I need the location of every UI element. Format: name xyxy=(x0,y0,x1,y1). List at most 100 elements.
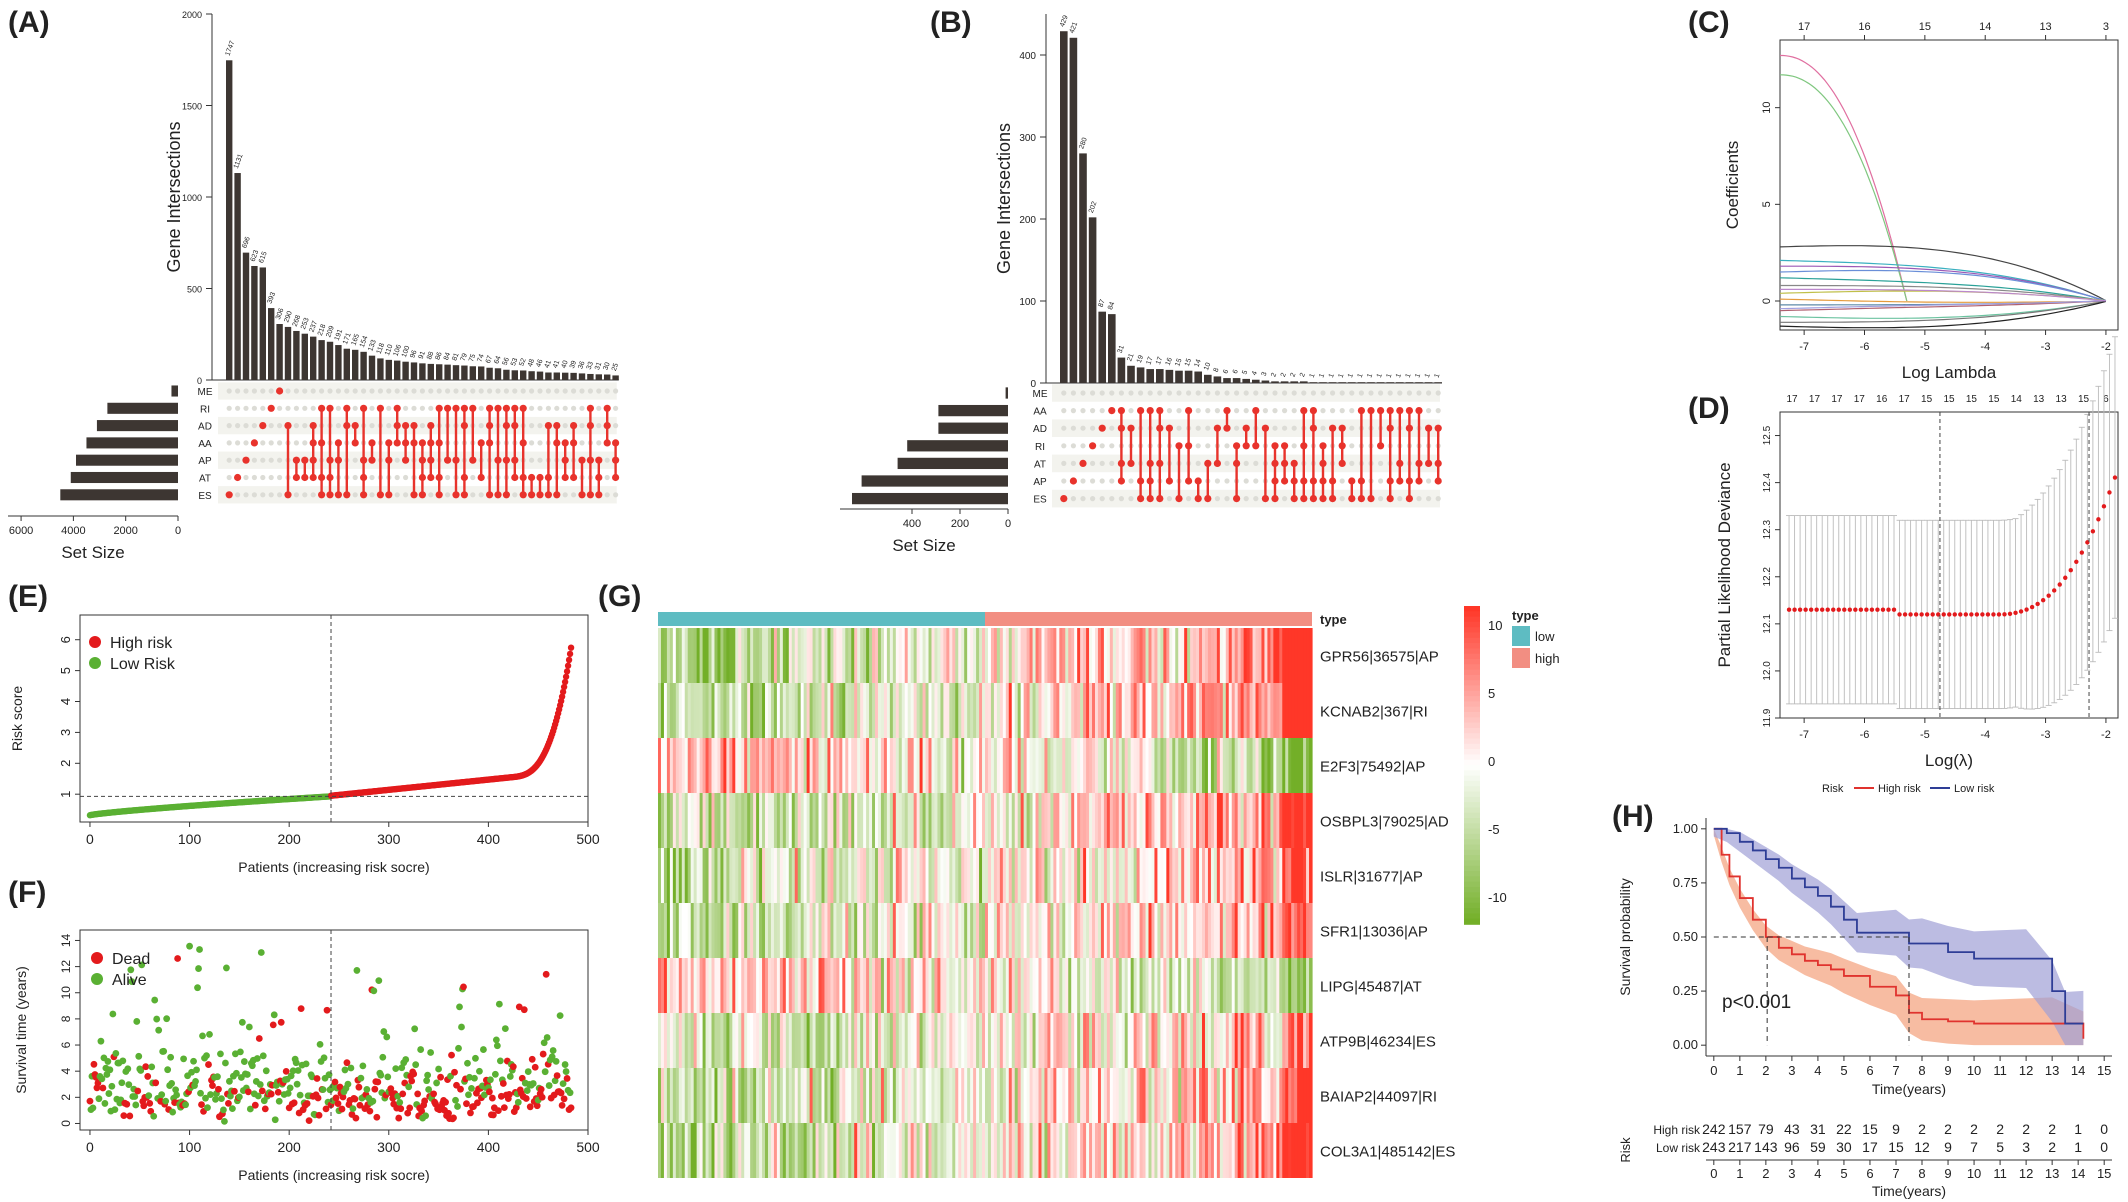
heatmap-cell xyxy=(910,1123,915,1178)
heatmap-cell xyxy=(913,1123,918,1178)
heatmap-cell xyxy=(1202,683,1206,738)
heatmap-cell xyxy=(1225,628,1230,683)
heatmap-cell xyxy=(1237,903,1242,958)
heatmap-cell xyxy=(999,683,1004,738)
heatmap-cell xyxy=(1228,793,1233,848)
heatmap-cell xyxy=(1103,793,1108,848)
heatmap-cell xyxy=(1062,738,1066,793)
heatmap-cell xyxy=(904,1068,909,1123)
heatmap-cell xyxy=(842,793,846,848)
heatmap-cell xyxy=(886,903,891,958)
heatmap-cell xyxy=(1139,1123,1144,1178)
deviance-point xyxy=(2052,588,2057,593)
heatmap-cell xyxy=(1231,628,1236,683)
heatmap-cell xyxy=(738,1123,742,1178)
heatmap-cell xyxy=(1086,1068,1090,1123)
heatmap-cell xyxy=(791,1123,796,1178)
heatmap-cell xyxy=(931,1013,936,1068)
heatmap-cell xyxy=(1163,628,1167,683)
heatmap-cell xyxy=(869,903,873,958)
heatmap-cell xyxy=(970,793,974,848)
matrix-dot xyxy=(1090,478,1096,484)
heatmap-cell xyxy=(675,958,680,1013)
heatmap-cell xyxy=(1115,683,1120,738)
alive-point xyxy=(566,1089,574,1097)
matrix-dot xyxy=(369,388,375,394)
heatmap-cell xyxy=(1255,1068,1260,1123)
heatmap-cell xyxy=(863,1068,867,1123)
heatmap-cell xyxy=(818,628,823,683)
heatmap-cell xyxy=(1210,1123,1215,1178)
matrix-dot xyxy=(537,423,543,429)
heatmap-cell xyxy=(1199,1123,1203,1178)
matrix-dot xyxy=(235,423,241,429)
heatmap-cell xyxy=(1193,683,1197,738)
heatmap-cell xyxy=(940,958,944,1013)
heatmap-cell xyxy=(916,903,921,958)
deviance-point xyxy=(1792,607,1797,612)
heatmap-cell xyxy=(779,1013,784,1068)
heatmap-cell xyxy=(996,1068,1001,1123)
matrix-dot xyxy=(268,388,274,394)
heatmap-cell xyxy=(765,738,769,793)
alive-point xyxy=(172,1086,180,1094)
heatmap-cell xyxy=(875,793,879,848)
heatmap-cell xyxy=(842,683,846,738)
heatmap-cell xyxy=(901,903,906,958)
heatmap-cell xyxy=(877,1013,882,1068)
risk-table-cell: 2 xyxy=(1996,1121,2004,1137)
heatmap-cell xyxy=(1053,848,1057,903)
heatmap-cell xyxy=(693,683,698,738)
intersection-bar xyxy=(427,363,434,380)
heatmap-cell xyxy=(1035,683,1040,738)
heatmap-cell xyxy=(830,1068,834,1123)
heatmap-cell xyxy=(1106,958,1111,1013)
heatmap-cell xyxy=(1017,903,1022,958)
heatmap-cell xyxy=(1109,903,1114,958)
coefficient-path xyxy=(1780,265,2107,302)
x-tick-label: 11 xyxy=(1993,1063,2007,1078)
heatmap-cell xyxy=(797,1123,802,1178)
bar-value-label: 1 xyxy=(1357,373,1365,379)
heatmap-cell xyxy=(1249,683,1254,738)
heatmap-cell xyxy=(967,628,971,683)
heatmap-cell xyxy=(1294,1123,1298,1178)
heatmap-cell xyxy=(872,1068,876,1123)
heatmap-cell xyxy=(1035,1123,1040,1178)
heatmap-cell xyxy=(711,1068,716,1123)
heatmap-cell xyxy=(1193,793,1197,848)
matrix-dot xyxy=(251,388,257,394)
heatmap-cell xyxy=(1261,738,1266,793)
heatmap-cell xyxy=(747,1013,751,1068)
alive-point xyxy=(384,1073,392,1081)
matrix-dot xyxy=(579,388,585,394)
heatmap-cell xyxy=(687,903,692,958)
risk-table-x-tick-label: 5 xyxy=(1840,1166,1847,1181)
heatmap-cell xyxy=(806,628,811,683)
heatmap-cell xyxy=(821,628,826,683)
heatmap-cell xyxy=(857,1013,861,1068)
heatmap-cell xyxy=(987,1068,992,1123)
heatmap-cell xyxy=(1279,628,1283,683)
x-tick-label: 0 xyxy=(86,831,94,847)
heatmap-cell xyxy=(1151,958,1156,1013)
heatmap-cell xyxy=(1100,738,1105,793)
matrix-dot-active xyxy=(259,422,267,430)
heatmap-cell xyxy=(1050,793,1054,848)
heatmap-cell xyxy=(1291,1013,1295,1068)
heatmap-cell xyxy=(747,848,751,903)
heatmap-cell xyxy=(770,793,775,848)
top-tick-label: 13 xyxy=(2056,394,2068,405)
heatmap-cell xyxy=(866,848,870,903)
heatmap-cell xyxy=(1044,1013,1049,1068)
colorbar-segment xyxy=(1464,712,1480,719)
heatmap-cell xyxy=(1112,848,1117,903)
heatmap-cell xyxy=(1309,903,1313,958)
heatmap-cell xyxy=(1282,628,1286,683)
heatmap-cell xyxy=(1148,683,1153,738)
heatmap-cell xyxy=(1050,903,1054,958)
heatmap-cell xyxy=(1097,1123,1102,1178)
alive-point xyxy=(245,1023,253,1031)
heatmap-cell xyxy=(869,628,873,683)
